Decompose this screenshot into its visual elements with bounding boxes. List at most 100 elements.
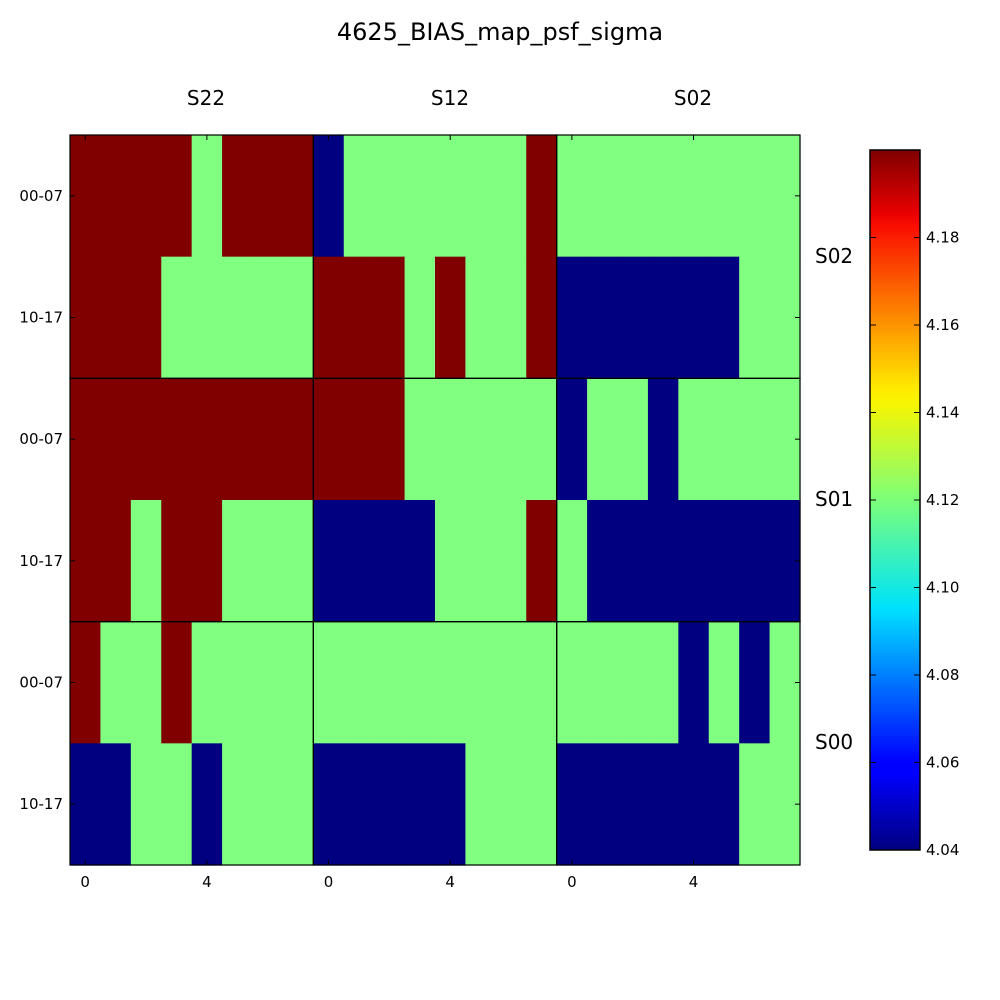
- y-tick-label: 10-17: [19, 552, 63, 570]
- heatmap-cell: [252, 500, 284, 623]
- heatmap-cell: [100, 500, 132, 623]
- heatmap-cell: [191, 378, 223, 501]
- heatmap-cell: [678, 621, 710, 744]
- heatmap-cell: [313, 378, 345, 501]
- heatmap-cell: [313, 500, 345, 623]
- heatmap-cell: [404, 500, 436, 623]
- heatmap-cell: [282, 135, 314, 258]
- heatmap-cell: [313, 256, 345, 379]
- heatmap-cell: [222, 378, 254, 501]
- heatmap-cell: [313, 621, 345, 744]
- heatmap-cell: [282, 621, 314, 744]
- heatmap-cell: [435, 500, 467, 623]
- heatmap-cell: [282, 378, 314, 501]
- heatmap-cell: [739, 378, 771, 501]
- heatmap-cells: [70, 135, 801, 866]
- heatmap-cell: [678, 378, 710, 501]
- heatmap-cell: [435, 135, 467, 258]
- x-tick-label: 0: [567, 873, 577, 891]
- chart-title: 4625_BIAS_map_psf_sigma: [337, 18, 663, 46]
- x-tick-label: 0: [80, 873, 90, 891]
- heatmap-cell: [587, 378, 619, 501]
- heatmap-cell: [70, 500, 102, 623]
- heatmap-cell: [100, 135, 132, 258]
- heatmap-cell: [647, 378, 679, 501]
- heatmap-cell: [282, 500, 314, 623]
- row-label-s01: S01: [815, 487, 853, 511]
- heatmap-cell: [70, 256, 102, 379]
- heatmap-cell: [617, 256, 649, 379]
- colorbar-tick-label: 4.18: [926, 229, 959, 247]
- heatmap-cell: [526, 378, 558, 501]
- heatmap-cell: [313, 135, 345, 258]
- colorbar-tick-label: 4.04: [926, 841, 959, 859]
- heatmap-cell: [495, 743, 527, 866]
- heatmap-cell: [343, 135, 375, 258]
- heatmap-cell: [252, 743, 284, 866]
- heatmap-cell: [374, 743, 406, 866]
- heatmap-cell: [130, 743, 162, 866]
- heatmap-cell: [465, 256, 497, 379]
- heatmap-cell: [222, 743, 254, 866]
- heatmap-cell: [130, 256, 162, 379]
- heatmap-cell: [739, 256, 771, 379]
- heatmap-cell: [587, 135, 619, 258]
- heatmap-cell: [435, 621, 467, 744]
- heatmap-cell: [617, 621, 649, 744]
- heatmap-cell: [374, 500, 406, 623]
- heatmap-cell: [556, 743, 588, 866]
- heatmap-cell: [282, 743, 314, 866]
- panel-border: [556, 621, 801, 866]
- heatmap-cell: [739, 500, 771, 623]
- heatmap-cell: [70, 135, 102, 258]
- column-label-s22: S22: [187, 86, 225, 110]
- y-tick-label: 10-17: [19, 309, 63, 327]
- heatmap-cell: [465, 500, 497, 623]
- heatmap-cell: [435, 256, 467, 379]
- heatmap-cell: [130, 621, 162, 744]
- heatmap-cell: [556, 500, 588, 623]
- heatmap-cell: [191, 621, 223, 744]
- row-label-s02: S02: [815, 244, 853, 268]
- heatmap-cell: [587, 621, 619, 744]
- heatmap-cell: [495, 135, 527, 258]
- heatmap-cell: [374, 135, 406, 258]
- heatmap-cell: [343, 500, 375, 623]
- heatmap-cell: [465, 135, 497, 258]
- heatmap-cell: [161, 743, 193, 866]
- heatmap-cell: [495, 256, 527, 379]
- heatmap-cell: [404, 621, 436, 744]
- heatmap-cell: [556, 621, 588, 744]
- heatmap-cell: [343, 256, 375, 379]
- heatmap-cell: [556, 256, 588, 379]
- heatmap-cell: [647, 500, 679, 623]
- y-tick-label: 00-07: [19, 187, 63, 205]
- colorbar-tick-label: 4.12: [926, 491, 959, 509]
- heatmap-cell: [70, 621, 102, 744]
- heatmap-cell: [708, 378, 740, 501]
- heatmap-cell: [739, 743, 771, 866]
- heatmap-cell: [130, 135, 162, 258]
- colorbar-tick-label: 4.16: [926, 316, 959, 334]
- heatmap-cell: [70, 378, 102, 501]
- heatmap-cell: [374, 621, 406, 744]
- heatmap-cell: [161, 378, 193, 501]
- heatmap-cell: [343, 743, 375, 866]
- heatmap-cell: [282, 256, 314, 379]
- heatmap-cell: [526, 256, 558, 379]
- heatmap-cell: [617, 743, 649, 866]
- heatmap-cell: [617, 378, 649, 501]
- heatmap-cell: [404, 378, 436, 501]
- heatmap-cell: [374, 256, 406, 379]
- heatmap-cell: [495, 500, 527, 623]
- y-tick-label: 00-07: [19, 430, 63, 448]
- heatmap-cell: [617, 500, 649, 623]
- heatmap-cell: [678, 135, 710, 258]
- heatmap-cell: [130, 378, 162, 501]
- colorbar-tick-label: 4.08: [926, 666, 959, 684]
- heatmap-cell: [313, 743, 345, 866]
- column-label-s12: S12: [431, 86, 469, 110]
- heatmap-cell: [161, 500, 193, 623]
- heatmap-cell: [495, 621, 527, 744]
- heatmap-cell: [222, 500, 254, 623]
